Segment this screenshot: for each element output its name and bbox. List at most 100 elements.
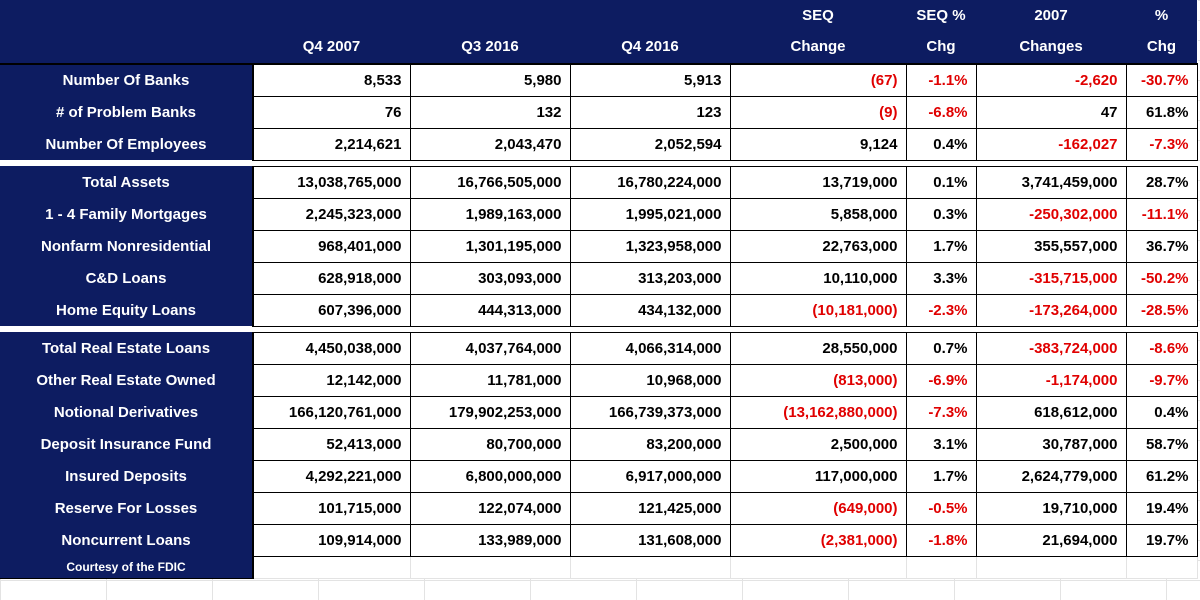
header-seq-change: Change — [730, 30, 906, 64]
table-header: SEQ SEQ % 2007 % Q4 2007 Q3 2016 Q4 2016… — [0, 0, 1197, 64]
fdic-data-table: SEQ SEQ % 2007 % Q4 2007 Q3 2016 Q4 2016… — [0, 0, 1198, 579]
data-cell: 76 — [252, 95, 411, 129]
data-cell: -250,302,000 — [975, 197, 1127, 231]
data-cell: -50.2% — [1125, 261, 1198, 295]
data-cell: 3,741,459,000 — [975, 165, 1127, 199]
data-cell: 0.4% — [1125, 395, 1198, 429]
data-cell: 121,425,000 — [569, 491, 731, 525]
data-cell: -173,264,000 — [975, 293, 1127, 327]
data-cell: 83,200,000 — [569, 427, 731, 461]
data-cell: 122,074,000 — [409, 491, 571, 525]
data-cell: 19.7% — [1125, 523, 1198, 557]
data-cell: 21,694,000 — [975, 523, 1127, 557]
data-cell: 4,066,314,000 — [569, 331, 731, 365]
footer-empty-cell — [410, 556, 571, 579]
table-row: Noncurrent Loans 109,914,000 133,989,000 13… — [0, 523, 1198, 557]
data-cell: 1,989,163,000 — [409, 197, 571, 231]
header-seq-chg: Chg — [906, 30, 976, 64]
data-cell: 444,313,000 — [409, 293, 571, 327]
header-row-1: SEQ SEQ % 2007 % — [0, 0, 1197, 30]
data-cell: 52,413,000 — [252, 427, 411, 461]
row-label: Notional Derivatives — [0, 396, 254, 428]
data-cell: 101,715,000 — [252, 491, 411, 525]
data-cell: 16,780,224,000 — [569, 165, 731, 199]
table-row: Number Of Banks 8,533 5,980 5,913 (67) -1.1% -… — [0, 63, 1198, 97]
data-cell: 47 — [975, 95, 1127, 129]
row-label: Insured Deposits — [0, 460, 254, 492]
table-footer: Courtesy of the FDIC — [0, 556, 1198, 579]
data-cell: -30.7% — [1125, 63, 1198, 97]
data-cell: 2,052,594 — [569, 127, 731, 161]
row-label: Nonfarm Nonresidential — [0, 230, 254, 262]
header-q4-2016: Q4 2016 — [570, 30, 730, 64]
data-cell: 58.7% — [1125, 427, 1198, 461]
data-cell: 12,142,000 — [252, 363, 411, 397]
data-cell: 0.3% — [905, 197, 977, 231]
footer-empty-cell — [253, 556, 411, 579]
data-cell: 16,766,505,000 — [409, 165, 571, 199]
footer-empty-cell — [976, 556, 1127, 579]
table-row: 1 - 4 Family Mortgages 2,245,323,000 1,989… — [0, 197, 1198, 231]
data-cell: (10,181,000) — [729, 293, 907, 327]
row-label: Deposit Insurance Fund — [0, 428, 254, 460]
footer-credit: Courtesy of the FDIC — [0, 556, 254, 579]
data-cell: -1,174,000 — [975, 363, 1127, 397]
data-cell: 133,989,000 — [409, 523, 571, 557]
data-cell: (2,381,000) — [729, 523, 907, 557]
data-cell: 19,710,000 — [975, 491, 1127, 525]
data-cell: 19.4% — [1125, 491, 1198, 525]
data-cell: -7.3% — [1125, 127, 1198, 161]
header-blank-1 — [253, 0, 410, 30]
row-label: Home Equity Loans — [0, 294, 254, 326]
data-cell: -28.5% — [1125, 293, 1198, 327]
table-row: # of Problem Banks 76 132 123 (9) -6.8% 47 61.8… — [0, 95, 1198, 129]
data-cell: 3.1% — [905, 427, 977, 461]
data-cell: 80,700,000 — [409, 427, 571, 461]
data-cell: -6.8% — [905, 95, 977, 129]
header-2007: 2007 — [976, 0, 1126, 30]
data-cell: -162,027 — [975, 127, 1127, 161]
table-row: Nonfarm Nonresidential 968,401,000 1,301,1… — [0, 229, 1198, 263]
data-cell: (649,000) — [729, 491, 907, 525]
row-label: Other Real Estate Owned — [0, 364, 254, 396]
data-cell: 4,037,764,000 — [409, 331, 571, 365]
data-cell: 303,093,000 — [409, 261, 571, 295]
data-cell: (813,000) — [729, 363, 907, 397]
header-blank-label-col — [0, 30, 253, 64]
table-row: C&D Loans 628,918,000 303,093,000 313,203,0… — [0, 261, 1198, 295]
data-cell: -2.3% — [905, 293, 977, 327]
data-cell: 61.8% — [1125, 95, 1198, 129]
data-cell: 6,917,000,000 — [569, 459, 731, 493]
data-cell: -1.8% — [905, 523, 977, 557]
data-cell: 2,043,470 — [409, 127, 571, 161]
data-cell: 10,110,000 — [729, 261, 907, 295]
group-spacer-cell — [0, 326, 1197, 332]
data-cell: 5,913 — [569, 63, 731, 97]
data-cell: 0.7% — [905, 331, 977, 365]
header-q3-2016: Q3 2016 — [410, 30, 570, 64]
table-body: Number Of Banks 8,533 5,980 5,913 (67) -1.1% -… — [0, 63, 1198, 557]
data-cell: 166,120,761,000 — [252, 395, 411, 429]
data-cell: 61.2% — [1125, 459, 1198, 493]
footer-empty-cell — [906, 556, 977, 579]
data-cell: (13,162,880,000) — [729, 395, 907, 429]
data-cell: 6,800,000,000 — [409, 459, 571, 493]
data-cell: 13,038,765,000 — [252, 165, 411, 199]
table-row: Number Of Employees 2,214,621 2,043,470 2,0… — [0, 127, 1198, 161]
table-row: Total Real Estate Loans 4,450,038,000 4,03… — [0, 331, 1198, 365]
data-cell: 0.1% — [905, 165, 977, 199]
table-row: Reserve For Losses 101,715,000 122,074,000… — [0, 491, 1198, 525]
data-cell: 2,245,323,000 — [252, 197, 411, 231]
data-cell: -9.7% — [1125, 363, 1198, 397]
header-blank-3 — [570, 0, 730, 30]
row-label: C&D Loans — [0, 262, 254, 294]
data-cell: -0.5% — [905, 491, 977, 525]
data-cell: 9,124 — [729, 127, 907, 161]
footer-row: Courtesy of the FDIC — [0, 556, 1198, 579]
data-cell: 30,787,000 — [975, 427, 1127, 461]
data-cell: -11.1% — [1125, 197, 1198, 231]
data-cell: 0.4% — [905, 127, 977, 161]
data-cell: 5,980 — [409, 63, 571, 97]
header-q4-2007: Q4 2007 — [253, 30, 410, 64]
data-cell: 1,323,958,000 — [569, 229, 731, 263]
